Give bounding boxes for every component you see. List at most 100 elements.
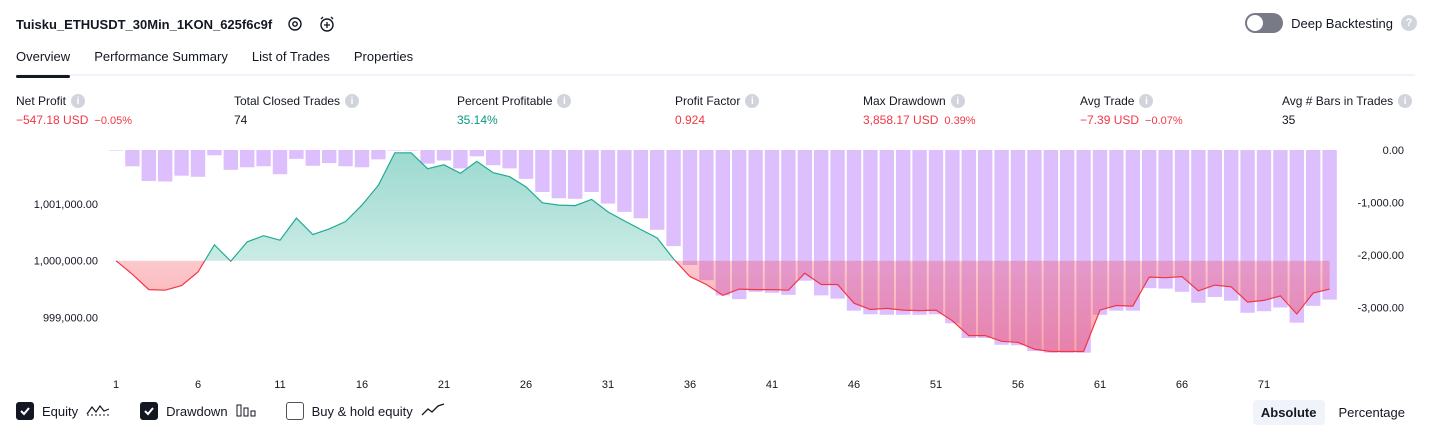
drawdown-bar bbox=[666, 150, 681, 247]
drawdown-bar bbox=[764, 150, 780, 293]
absolute-button[interactable]: Absolute bbox=[1252, 400, 1325, 425]
drawdown-bar bbox=[174, 150, 189, 176]
right-axis-tick: 0.00 bbox=[1383, 145, 1404, 157]
x-axis-tick: 16 bbox=[356, 379, 368, 391]
drawdown-bar bbox=[469, 150, 484, 157]
stat-profit-factor: Profit Factor i 0.924 bbox=[675, 94, 760, 127]
drawdown-bar bbox=[453, 150, 468, 169]
equity-line-negative bbox=[115, 260, 1330, 353]
x-axis-tick: 1 bbox=[113, 379, 119, 391]
x-axis-tick: 41 bbox=[766, 379, 778, 391]
value-mode-toggle: Absolute Percentage bbox=[1252, 400, 1413, 425]
x-axis-tick: 21 bbox=[438, 379, 450, 391]
drawdown-bar bbox=[223, 150, 238, 170]
right-axis: 0.00 -1,000.00 -2,000.00 -3,000.00 bbox=[1358, 145, 1404, 315]
drawdown-bar bbox=[748, 150, 763, 292]
drawdown-bar bbox=[551, 150, 566, 199]
drawdown-bar bbox=[108, 150, 124, 151]
drawdown-bar bbox=[1142, 150, 1157, 289]
legend-equity[interactable]: Equity bbox=[16, 402, 110, 420]
equity-area-positive bbox=[204, 152, 676, 261]
info-icon[interactable]: i bbox=[71, 94, 86, 108]
drawdown-bar bbox=[289, 150, 304, 159]
stat-value: −7.39 USD bbox=[1080, 113, 1140, 127]
help-icon[interactable]: ? bbox=[1401, 15, 1417, 31]
equity-checkbox[interactable] bbox=[16, 402, 34, 420]
x-axis-tick: 26 bbox=[520, 379, 532, 391]
stat-net-profit: Net Profit i −547.18 USD −0.05% bbox=[16, 94, 132, 127]
x-axis-tick: 71 bbox=[1258, 379, 1270, 391]
drawdown-bar bbox=[814, 150, 829, 296]
drawdown-checkbox[interactable] bbox=[140, 402, 159, 420]
tab-overview[interactable]: Overview bbox=[16, 46, 71, 78]
drawdown-bar bbox=[371, 150, 386, 160]
tab-list-of-trades[interactable]: List of Trades bbox=[251, 49, 330, 64]
info-icon[interactable]: i bbox=[557, 94, 572, 108]
right-axis-tick: -3,000.00 bbox=[1358, 303, 1404, 315]
x-axis-tick: 6 bbox=[195, 379, 201, 391]
stat-value: 35.14% bbox=[457, 113, 498, 127]
left-axis: 1,001,000.00 1,000,000.00 999,000.00 bbox=[34, 199, 98, 325]
info-icon[interactable]: i bbox=[1398, 94, 1413, 108]
x-axis-tick: 56 bbox=[1012, 379, 1024, 391]
info-icon[interactable]: i bbox=[950, 94, 965, 108]
drawdown-bar bbox=[518, 150, 534, 179]
stat-max-drawdown: Max Drawdown i 3,858.17 USD 0.39% bbox=[863, 94, 976, 127]
chart-legend: Equity Drawdown Buy & hold equity bbox=[16, 402, 445, 420]
stat-label: Percent Profitable bbox=[457, 94, 553, 108]
stat-sub-value: −0.07% bbox=[1145, 115, 1183, 127]
stat-total-closed-trades: Total Closed Trades i 74 bbox=[234, 94, 360, 127]
deep-backtesting: Deep Backtesting ? bbox=[1245, 13, 1417, 33]
stat-label: Net Profit bbox=[16, 94, 67, 108]
info-icon[interactable]: i bbox=[345, 94, 360, 108]
drawdown-bar bbox=[404, 150, 419, 151]
strategy-header: Tuisku_ETHUSDT_30Min_1KON_625f6c9f bbox=[16, 12, 336, 36]
equity-line-positive bbox=[116, 152, 677, 261]
x-axis-tick: 46 bbox=[848, 379, 860, 391]
percentage-button[interactable]: Percentage bbox=[1338, 405, 1406, 420]
stat-sub-value: −0.05% bbox=[94, 115, 133, 127]
stat-percent-profitable: Percent Profitable i 35.14% bbox=[457, 94, 572, 127]
legend-drawdown[interactable]: Drawdown bbox=[140, 402, 256, 420]
drawdown-bar bbox=[486, 150, 501, 166]
drawdown-bar bbox=[338, 150, 353, 167]
x-axis-tick: 11 bbox=[274, 379, 285, 391]
drawdown-bar bbox=[600, 150, 616, 204]
equity-area-negative bbox=[116, 260, 1330, 352]
drawdown-bar bbox=[502, 150, 517, 169]
stat-sub-value: 0.39% bbox=[944, 115, 976, 127]
legend-label: Buy & hold equity bbox=[311, 403, 413, 419]
x-axis: 1 6 11 16 21 26 31 36 41 46 51 56 61 66 71 bbox=[113, 379, 1270, 391]
drawdown-bar bbox=[354, 150, 370, 168]
drawdown-bar bbox=[617, 150, 632, 212]
info-icon[interactable]: i bbox=[1139, 94, 1154, 108]
tab-performance-summary[interactable]: Performance Summary bbox=[94, 49, 228, 64]
tab-properties[interactable]: Properties bbox=[353, 49, 414, 64]
drawdown-bar bbox=[584, 150, 599, 192]
x-axis-tick: 36 bbox=[684, 379, 696, 391]
drawdown-bar bbox=[240, 150, 255, 168]
deep-backtesting-label: Deep Backtesting bbox=[1291, 15, 1393, 31]
equity-drawdown-chart[interactable]: 1,001,000.00 1,000,000.00 999,000.00 0.00 -… bbox=[0, 140, 1431, 398]
drawdown-bar bbox=[568, 150, 583, 199]
alarm-add-icon[interactable] bbox=[318, 15, 336, 33]
drawdown-bars-icon bbox=[236, 403, 256, 420]
drawdown-bar bbox=[190, 150, 206, 177]
left-axis-tick: 1,000,000.00 bbox=[34, 256, 98, 268]
drawdown-bar bbox=[682, 150, 698, 265]
deep-backtesting-toggle[interactable] bbox=[1245, 13, 1284, 33]
drawdown-bar bbox=[1207, 150, 1222, 297]
info-icon[interactable]: i bbox=[745, 94, 760, 108]
stat-label: Avg Trade bbox=[1080, 94, 1135, 108]
stat-value: −547.18 USD bbox=[16, 113, 89, 127]
gear-icon[interactable] bbox=[286, 15, 304, 33]
legend-buy-hold[interactable]: Buy & hold equity bbox=[285, 402, 445, 420]
legend-label: Drawdown bbox=[166, 403, 228, 419]
stat-value: 0.924 bbox=[675, 113, 706, 127]
strategy-title: Tuisku_ETHUSDT_30Min_1KON_625f6c9f bbox=[16, 16, 273, 32]
right-axis-tick: -2,000.00 bbox=[1358, 250, 1404, 262]
equity-line bbox=[115, 152, 1330, 353]
buy-hold-checkbox[interactable] bbox=[285, 402, 304, 420]
drawdown-bar bbox=[141, 150, 156, 181]
tab-bar: Overview Performance Summary List of Tra… bbox=[16, 46, 1415, 78]
